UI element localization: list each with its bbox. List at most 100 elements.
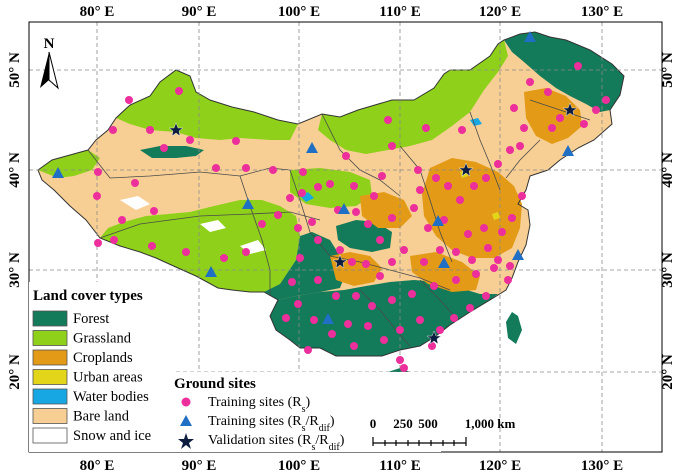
- scale-label-500: 500: [418, 416, 438, 431]
- training-site-rs-marker: [388, 142, 396, 150]
- grassland-west: [38, 150, 100, 178]
- lon-label-bottom-90: 90° E: [182, 458, 217, 474]
- training-site-rsrdif-marker: [512, 249, 524, 260]
- training-site-rs-marker: [332, 292, 340, 300]
- legend-item-croplands: Croplands: [32, 349, 133, 366]
- training-site-rs-marker: [504, 276, 512, 284]
- training-site-rs-marker: [146, 126, 154, 134]
- training-site-rs-marker: [299, 168, 307, 176]
- training-site-rsrdif-marker: [205, 266, 217, 277]
- training-site-rs-marker: [326, 180, 334, 188]
- training-site-rs-marker: [516, 142, 524, 150]
- training-site-rs-marker: [498, 228, 506, 236]
- china-outline: [37, 31, 625, 357]
- land-cover-legend-title: Land cover types: [33, 288, 143, 304]
- training-site-rs-marker: [314, 276, 322, 284]
- lon-label-top-110: 110° E: [379, 4, 420, 20]
- snow-patch-1: [120, 196, 150, 210]
- training-site-rs-marker: [376, 272, 384, 280]
- north-arrow: N: [40, 36, 59, 90]
- scale-label-250: 250: [393, 416, 413, 431]
- training-site-rs-marker: [388, 214, 396, 222]
- training-site-rs-marker: [544, 88, 552, 96]
- forest-south: [270, 280, 498, 356]
- ground-sites-layer: [52, 31, 610, 392]
- lat-label-right-50: 50° N: [660, 52, 676, 88]
- training-site-rs-marker: [556, 114, 564, 122]
- training-site-rs-marker: [328, 330, 336, 338]
- sites-legend-item-2: Validation sites (Rs/Rdif): [178, 433, 345, 453]
- legend-item-water-bodies: Water bodies: [32, 388, 149, 405]
- training-site-rs-marker: [350, 342, 358, 350]
- training-site-rsrdif-marker: [438, 257, 450, 268]
- training-site-rs-marker: [416, 186, 424, 194]
- training-site-rs-marker: [414, 166, 422, 174]
- ground-sites-legend-title: Ground sites: [174, 376, 256, 392]
- training-site-rs-marker: [294, 300, 302, 308]
- training-site-rs-marker: [484, 244, 492, 252]
- training-site-rs-marker: [364, 322, 372, 330]
- training-site-rs-marker: [378, 172, 386, 180]
- training-site-rs-marker: [282, 314, 290, 322]
- legend-label-urban-areas: Urban areas: [73, 370, 143, 386]
- training-site-rs-marker: [490, 264, 498, 272]
- sites-legend-label-2: Validation sites (Rs/Rdif): [208, 433, 345, 453]
- training-site-rs-marker: [468, 256, 476, 264]
- legend-swatch-water-bodies: [32, 388, 68, 405]
- training-site-rs-marker: [580, 120, 588, 128]
- training-site-rs-marker: [175, 87, 183, 95]
- training-site-rsrdif-marker: [524, 31, 536, 42]
- training-site-rs-marker: [258, 220, 266, 228]
- training-site-rs-marker: [110, 236, 118, 244]
- training-site-rs-marker: [342, 152, 350, 160]
- training-site-rs-marker: [242, 248, 250, 256]
- sites-legend-item-0: Training sites (Rs): [181, 395, 311, 415]
- training-site-rs-marker: [510, 104, 518, 112]
- sites-legend-label-0: Training sites (Rs): [208, 395, 311, 415]
- training-site-rs-marker: [494, 160, 502, 168]
- training-site-rs-marker: [160, 144, 168, 152]
- training-site-rsrdif-marker: [242, 198, 254, 209]
- validation-site-marker: [168, 122, 184, 137]
- training-site-rs-marker: [436, 326, 444, 334]
- urban-patch-1: [492, 212, 500, 220]
- training-site-rs-marker: [352, 208, 360, 216]
- land-cover-legend: Land cover types Forest Grassland Cropland…: [29, 282, 176, 452]
- validation-site-marker: [332, 254, 348, 269]
- croplands-loess: [360, 192, 412, 228]
- training-site-rs-marker: [274, 211, 282, 219]
- training-site-rs-marker: [336, 246, 344, 254]
- training-site-rs-marker: [396, 326, 404, 334]
- training-site-rs-marker: [368, 302, 376, 310]
- scale-bar: 0 250 500 1,000 km: [370, 416, 516, 446]
- training-site-rs-marker: [304, 346, 312, 354]
- training-site-rs-marker: [410, 204, 418, 212]
- training-site-rs-marker: [220, 254, 228, 262]
- land-cover-legend-background: [29, 282, 176, 452]
- validation-site-marker: [458, 162, 474, 177]
- scale-label-1000km: 1,000 km: [465, 416, 516, 431]
- training-site-rs-marker: [94, 168, 102, 176]
- training-site-rs-marker: [314, 236, 322, 244]
- longitude-labels-top: 80° E 90° E 100° E 110° E 120° E 130° E: [80, 4, 624, 20]
- training-site-rsrdif-marker: [306, 142, 318, 153]
- training-site-rs-marker: [384, 116, 392, 124]
- training-site-rsrdif-marker: [432, 215, 444, 226]
- legend-label-grassland: Grassland: [73, 331, 132, 347]
- forest-southwest: [264, 232, 346, 300]
- training-site-rs-marker: [520, 124, 528, 132]
- legend-label-forest: Forest: [73, 311, 109, 327]
- lon-label-top-90: 90° E: [182, 4, 217, 20]
- training-site-rs-marker: [131, 179, 139, 187]
- training-site-rs-marker: [400, 246, 408, 254]
- training-site-rs-marker: [452, 248, 460, 256]
- legend-label-snow-and-ice: Snow and ice: [73, 428, 151, 444]
- training-site-rs-marker: [182, 248, 190, 256]
- legend-swatch-urban-areas: [32, 369, 68, 385]
- validation-site-marker: [426, 330, 442, 345]
- training-site-rs-marker: [314, 183, 322, 191]
- training-site-rs-marker: [148, 242, 156, 250]
- legend-item-grassland: Grassland: [32, 330, 132, 347]
- training-site-rs-marker: [574, 62, 582, 70]
